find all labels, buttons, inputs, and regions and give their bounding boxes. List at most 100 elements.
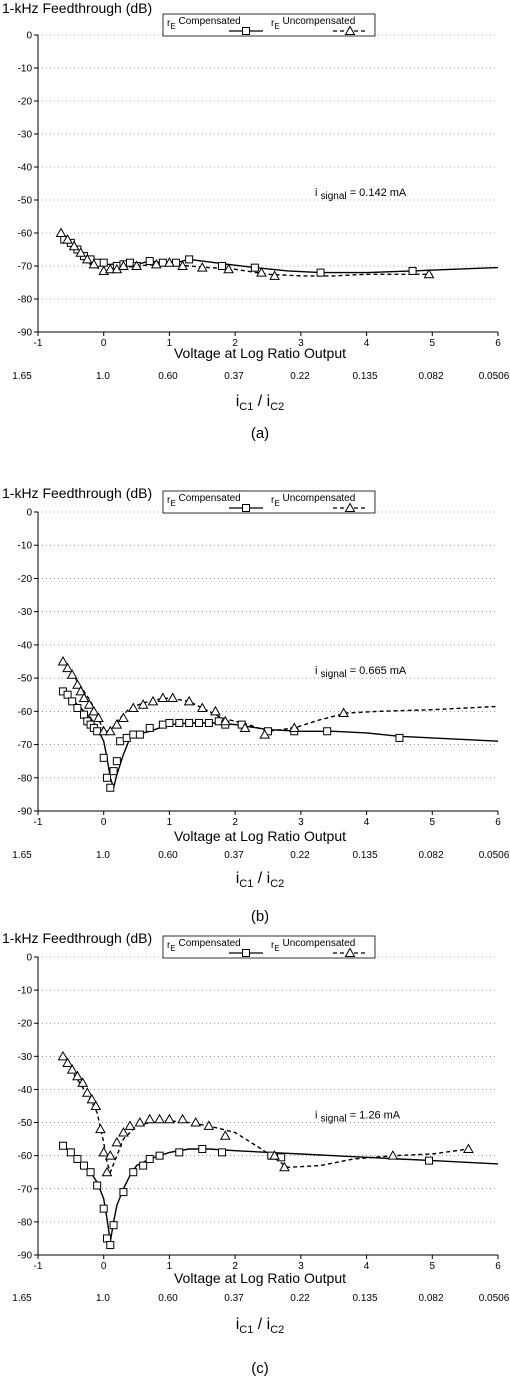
y-tick-label: -50 [18,674,33,685]
x-tick-label: 5 [430,817,436,828]
triangle-marker [75,685,87,696]
ratio-tick-label: 1.65 [12,371,32,382]
triangle-marker [177,260,188,270]
y-tick-label: -20 [18,574,33,585]
triangle-marker [86,1093,98,1104]
signal-current-annotation: i signal = 0.142 mA [315,187,407,202]
legend-box [162,490,376,514]
square-marker [129,730,138,739]
y-axis-title: 1-kHz Feedthrough (dB) [2,485,153,501]
legend-label: rE Uncompensated [271,16,355,31]
y-tick-label: -90 [18,1251,33,1262]
triangle-marker [57,1050,69,1061]
triangle-marker [463,1143,474,1154]
x-tick-label: 4 [364,1261,370,1272]
triangle-marker [111,719,123,729]
x-axis-title: Voltage at Log Ratio Output [173,828,346,844]
square-marker [145,1154,154,1163]
y-tick-label: -80 [18,773,33,784]
legend-box [162,935,376,959]
legend-label: rE Compensated [167,16,241,31]
x-tick-label: 0 [101,817,107,828]
x-tick-label: 5 [430,338,436,349]
triangle-marker [279,1161,290,1172]
ratio-tick-row: 1.65 1.0 0.60 0.37 0.22 0.135 0.082 0.0506 [0,371,510,385]
square-marker [323,727,332,736]
triangle-marker [77,1077,89,1087]
square-marker [73,704,82,713]
y-tick-label: 0 [26,953,32,964]
x-tick-label: 3 [298,817,304,828]
square-marker [103,773,111,782]
y-tick-label: -10 [18,64,33,75]
square-marker [99,1204,108,1213]
x-tick-label: 6 [495,338,501,349]
triangle-marker [150,258,162,269]
triangle-marker [131,260,142,270]
triangle-marker [83,699,95,709]
triangle-marker [154,1113,165,1124]
triangle-marker [55,227,67,237]
ratio-numerator: C1 [239,878,254,891]
square-marker [175,718,184,727]
ratio-axis-label: iC1 / iC2 [235,393,285,414]
triangle-marker [223,263,234,274]
ratio-tick-label: 0.0506 [478,371,510,382]
triangle-marker [210,705,221,716]
triangle-marker [78,692,90,703]
ratio-axis-label: iC1 / iC2 [235,1316,285,1337]
x-tick-label: 1 [167,1261,173,1272]
ratio-tick-row: 1.65 1.0 0.60 0.37 0.22 0.135 0.082 0.0506 [0,850,510,864]
triangle-marker [190,1117,202,1127]
x-tick-label: 2 [232,338,238,349]
uncompensated-series-line [62,1055,469,1175]
triangle-marker [288,722,300,732]
square-marker [145,723,154,732]
triangle-marker [88,705,100,716]
ratio-numerator: C1 [239,1324,254,1337]
triangle-marker [183,695,195,706]
ratio-tick-label: 1.65 [12,850,32,861]
triangle-marker [62,1057,73,1067]
y-tick-label: -30 [18,607,33,618]
square-marker [158,720,167,729]
triangle-marker [127,702,139,713]
ratio-tick-label: 0.135 [352,371,378,382]
triangle-marker [95,1123,106,1134]
triangle-marker [269,270,280,280]
square-marker [204,718,213,727]
triangle-marker [104,1150,116,1160]
y-tick-label: -40 [18,163,33,174]
y-axis-title: 1-kHz Feedthrough (dB) [2,0,153,16]
ratio-tick-label: 0.37 [224,371,244,382]
square-marker [185,255,194,264]
square-marker [119,1188,128,1197]
square-marker [93,1181,102,1190]
y-tick-label: -40 [18,1085,33,1096]
triangle-marker [75,247,87,257]
ratio-tick-label: 1.0 [96,1293,110,1304]
x-tick-label: 4 [364,338,370,349]
triangle-marker [81,1087,93,1097]
x-tick-label: 1 [167,338,173,349]
triangle-marker [88,258,100,269]
triangle-marker [177,1113,188,1124]
triangle-marker [219,715,231,726]
square-marker [126,258,134,267]
triangle-marker [134,1117,146,1127]
x-tick-label: 1 [167,817,173,828]
square-marker [135,730,144,739]
ratio-tick-label: 0.22 [290,850,310,861]
ratio-tick-label: 1.0 [96,371,110,382]
triangle-marker [344,25,356,35]
legend-label: rE Uncompensated [271,938,355,953]
y-tick-label: -40 [18,640,33,651]
legend-box [162,13,376,37]
chart-panel-c: 1-kHz Feedthrough (dB) 0 -10 -20 -30 -40 -50-… [0,930,510,1390]
square-marker [242,504,250,512]
chart-panel-a: 1-kHz Feedthrough (dB) 0 -10 -20 -30 -40 -50-… [0,0,510,460]
square-marker [103,1234,111,1243]
x-tick-label: 4 [364,817,370,828]
y-tick-label: -10 [18,986,33,997]
square-marker [106,783,115,792]
